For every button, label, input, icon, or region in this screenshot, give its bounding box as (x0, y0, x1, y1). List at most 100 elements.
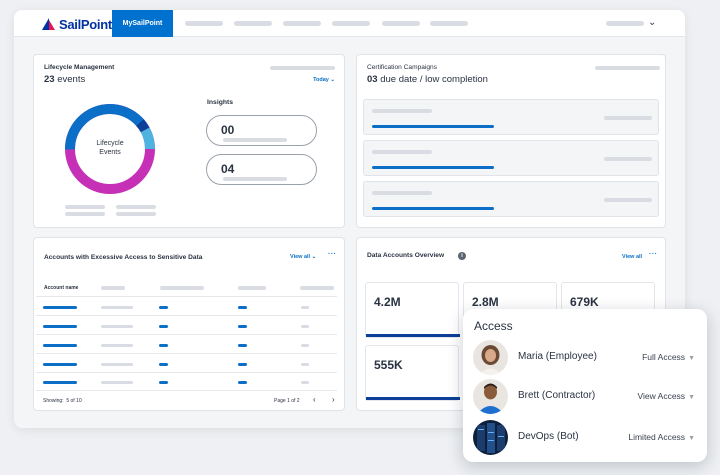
text-placeholder (270, 66, 335, 70)
event-count-unit: events (57, 74, 86, 85)
access-level-label: View Access (637, 391, 686, 401)
info-icon[interactable]: i (458, 252, 466, 260)
cell-indicator (238, 344, 247, 347)
more-dots-icon[interactable]: ··· (649, 251, 658, 258)
account-link[interactable] (43, 306, 77, 309)
column-header-placeholder[interactable] (300, 286, 334, 290)
card-title: Data Accounts Overview (367, 252, 445, 259)
devops-bot-avatar (473, 420, 508, 455)
sailpoint-logo-mark-icon (42, 18, 56, 30)
cell-placeholder (301, 306, 309, 309)
view-all-link[interactable]: View all (622, 254, 643, 260)
insight-value: 00 (221, 123, 235, 137)
cell-indicator (159, 325, 168, 328)
insights-heading: Insights (207, 99, 234, 106)
lifecycle-events-donut-chart (65, 104, 155, 194)
access-row-maria[interactable]: Maria (Employee) Full Access ▼ (473, 340, 699, 376)
access-level-dropdown[interactable]: Full Access ▼ (642, 352, 695, 362)
progress-bar (372, 125, 494, 128)
access-row-brett[interactable]: Brett (Contractor) View Access ▼ (473, 379, 699, 415)
column-header-account-name[interactable]: Account name (44, 285, 79, 291)
account-link[interactable] (43, 325, 77, 328)
access-row-devops[interactable]: DevOps (Bot) Limited Access ▼ (473, 420, 699, 456)
access-level-dropdown[interactable]: Limited Access ▼ (628, 432, 695, 442)
user-name: Brett (Contractor) (518, 390, 596, 401)
stat-value: 555K (374, 358, 403, 372)
cell-indicator (159, 306, 168, 309)
donut-segment-light (65, 104, 155, 194)
more-dots-icon[interactable]: ··· (328, 251, 337, 258)
text-placeholder (595, 66, 660, 70)
campaign-row[interactable] (363, 99, 659, 135)
access-level-dropdown[interactable]: View Access ▼ (638, 391, 696, 401)
text-placeholder (604, 198, 652, 202)
nav-item-placeholder[interactable] (332, 21, 370, 26)
brett-avatar (473, 379, 508, 414)
progress-bar (372, 207, 494, 210)
donut-label-line-2: Events (99, 149, 121, 156)
card-title: Certification Campaigns (367, 64, 437, 71)
date-filter-label: Today (313, 77, 329, 83)
text-placeholder (604, 116, 652, 120)
row-divider (36, 334, 337, 335)
excessive-access-accounts-card: Accounts with Excessive Access to Sensit… (33, 237, 345, 411)
card-title: Accounts with Excessive Access to Sensit… (44, 254, 203, 261)
legend-placeholder (65, 205, 105, 209)
text-placeholder (372, 150, 432, 154)
insight-pill[interactable]: 00 (206, 115, 317, 146)
date-filter-dropdown[interactable]: Today ⌄ (313, 77, 335, 83)
row-divider (36, 353, 337, 354)
text-placeholder (604, 157, 652, 161)
nav-item-placeholder[interactable] (430, 21, 468, 26)
stat-value: 2.8M (472, 295, 499, 309)
chevron-down-icon: ⌄ (330, 77, 335, 83)
chevron-left-icon[interactable]: ‹ (313, 395, 316, 404)
legend-placeholder (116, 205, 156, 209)
pagination-summary: Showing: 5 of 10 (43, 398, 82, 404)
campaign-row[interactable] (363, 140, 659, 176)
text-placeholder (372, 191, 432, 195)
text-placeholder (223, 177, 287, 181)
column-header-placeholder[interactable] (238, 286, 266, 290)
legend-placeholder (65, 212, 105, 216)
showing-label: Showing: (43, 398, 64, 404)
account-link[interactable] (43, 381, 77, 384)
access-level-label: Full Access (642, 352, 686, 362)
cell-indicator (238, 325, 247, 328)
campaign-row[interactable] (363, 181, 659, 217)
cell-placeholder (301, 325, 309, 328)
view-all-dropdown[interactable]: View all ⌄ (290, 254, 316, 260)
cell-placeholder (301, 344, 309, 347)
page-indicator: Page 1 of 2 (274, 398, 300, 404)
lifecycle-management-card: Lifecycle Management 23 events Today ⌄ L… (33, 54, 345, 228)
nav-item-placeholder[interactable] (382, 21, 420, 26)
caret-down-icon: ▼ (688, 355, 695, 362)
account-link[interactable] (43, 344, 77, 347)
showing-value[interactable]: 5 of 10 (66, 398, 82, 404)
stat-tile[interactable]: 555K (365, 345, 460, 401)
stat-tile[interactable]: 4.2M (365, 282, 460, 338)
insight-pill[interactable]: 04 (206, 154, 317, 185)
account-link[interactable] (43, 363, 77, 366)
campaign-status: 03 due date / low completion (367, 74, 488, 85)
nav-item-placeholder[interactable] (234, 21, 272, 26)
nav-item-placeholder[interactable] (283, 21, 321, 26)
event-count: 23 events (44, 74, 85, 85)
column-header-placeholder[interactable] (160, 286, 204, 290)
sailpoint-logo[interactable]: SailPoint (42, 16, 112, 32)
event-count-number: 23 (44, 74, 55, 85)
nav-tab-mysailpoint[interactable]: MySailPoint (112, 10, 173, 37)
chevron-down-icon[interactable]: ⌄ (648, 17, 657, 28)
nav-item-placeholder[interactable] (185, 21, 223, 26)
row-divider (36, 390, 337, 391)
column-header-placeholder[interactable] (101, 286, 125, 290)
progress-bar (372, 166, 494, 169)
user-menu-placeholder[interactable] (606, 21, 644, 26)
caret-down-icon: ▼ (688, 435, 695, 442)
cell-placeholder (101, 306, 133, 309)
caret-down-icon: ▼ (688, 394, 695, 401)
user-name: DevOps (Bot) (518, 431, 579, 442)
chevron-right-icon[interactable]: › (332, 395, 335, 404)
insight-value: 04 (221, 162, 235, 176)
access-panel: Access Maria (Employee) Full Access ▼ Bre… (463, 309, 707, 462)
